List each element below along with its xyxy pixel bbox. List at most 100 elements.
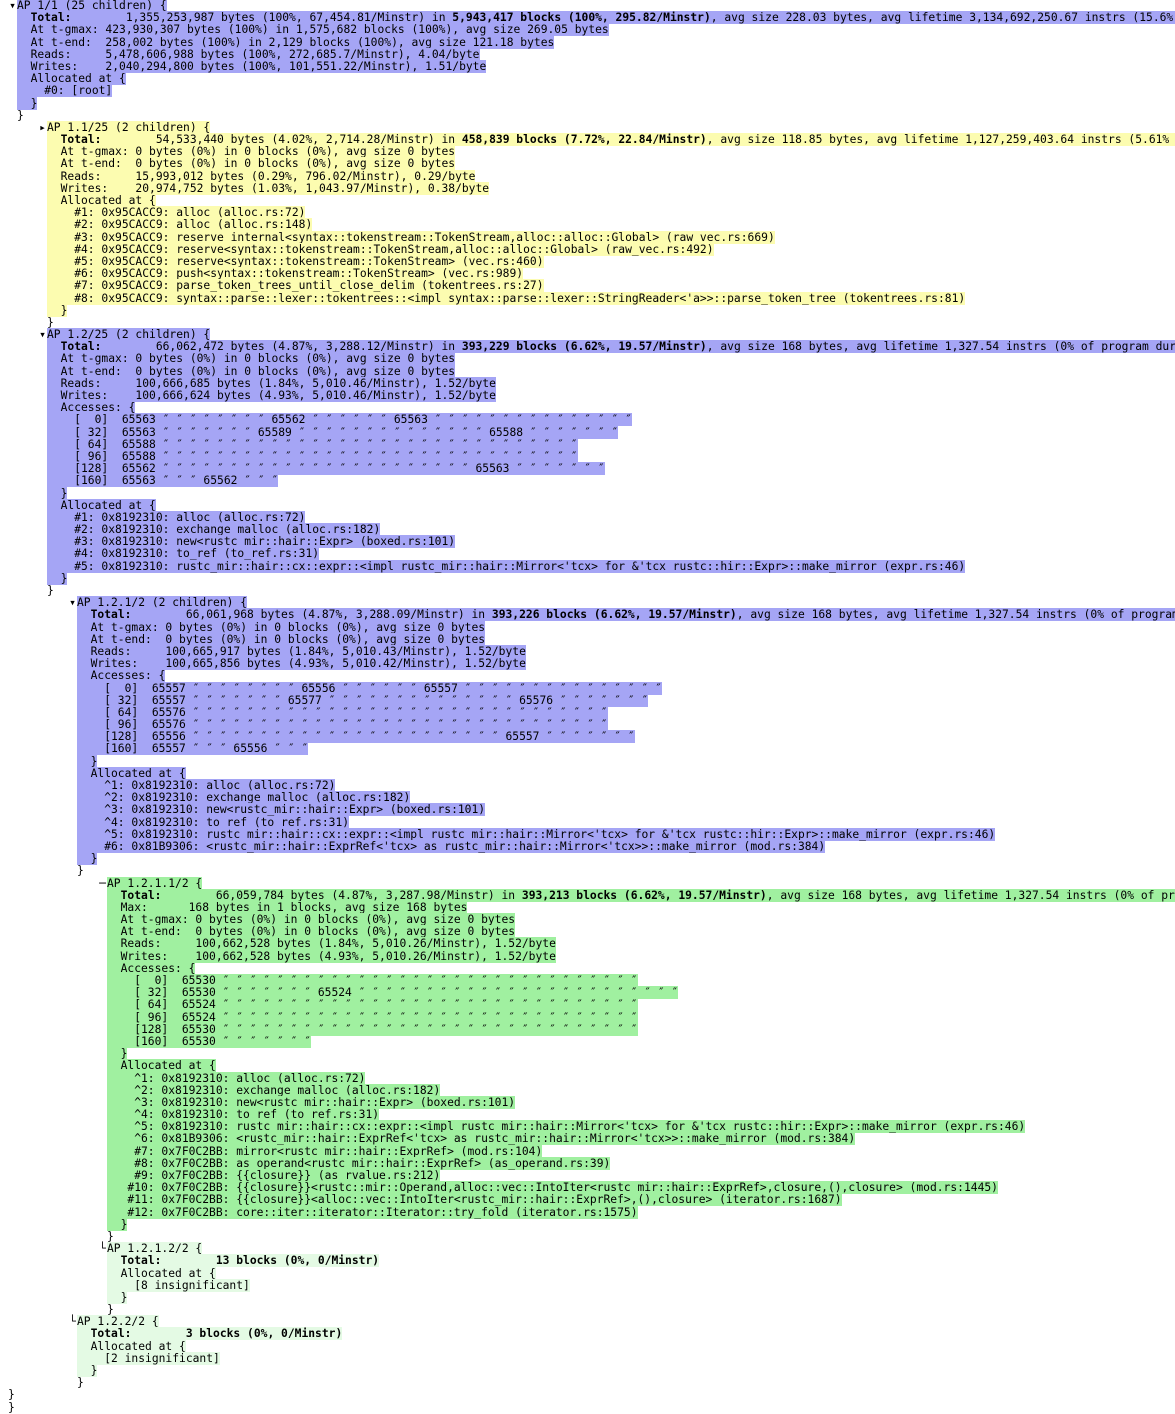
node-detail-text: #2: 0x8192310: exchange_malloc (alloc.rs… [47,523,381,537]
node-closer-row: } [0,109,1175,122]
node-detail-text: [160] 65530 ″ ″ ″ ″ ″ ″ ″ [107,1034,312,1048]
node-header-row[interactable]: ▸AP 1.1/25 (2 children) { [0,120,1175,134]
node-detail-row: Writes: 20,974,752 bytes (1.03%, 1,043.9… [0,181,1175,195]
node-detail-row: At t-gmax: 423,930,307 bytes (100%) in 1… [0,23,1175,37]
node-detail-text: ^2: 0x8192310: exchange_malloc (alloc.rs… [77,791,411,805]
node-detail-row: ^5: 0x8192310: rustc_mir::hair::cx::expr… [0,1120,1175,1134]
node-detail-row: #12: 0x7F0C2BB: core::iter::iterator::It… [0,1205,1175,1219]
tree-twisty-icon[interactable]: ▾ [39,328,46,342]
node-detail-row: Reads: 5,478,606,988 bytes (100%, 272,68… [0,47,1175,61]
node-detail-text: #6: 0x81B9306: <rustc_mir::hair::ExprRef… [77,839,826,853]
node-detail-text: } [47,486,68,500]
node-detail-text: #8: 0x7F0C2BB: as_operand<rustc_mir::hai… [107,1156,611,1170]
node-detail-text: } [77,754,98,768]
node-detail-text: At t-gmax: 0 bytes (0%) in 0 blocks (0%)… [77,620,486,634]
node-detail-row: At t-gmax: 0 bytes (0%) in 0 blocks (0%)… [0,620,1175,634]
node-detail-text: At t-end: 258,002 bytes (100%) in 2,129 … [17,35,555,49]
tree-final-closer: } [0,1401,1175,1414]
node-detail-row: [8 insignificant] [0,1278,1175,1292]
node-detail-text: ^6: 0x81B9306: <rustc_mir::hair::ExprRef… [107,1132,856,1146]
node-detail-text: ^3: 0x8192310: new<rustc_mir::hair::Expr… [107,1095,516,1109]
node-detail-text: #7: 0x95CACC9: parse_token_trees_until_c… [47,279,544,293]
node-closer-brace: } [47,584,54,597]
node-detail-text: ^4: 0x8192310: to_ref (to_ref.rs:31) [107,1108,380,1122]
node-detail-text: #5: 0x8192310: rustc_mir::hair::cx::expr… [47,559,966,573]
node-detail-row: #2: 0x95CACC9: alloc (alloc.rs:148) [0,218,1175,232]
tree-twisty-icon[interactable]: ─ [99,876,106,890]
node-detail-row: } [0,852,1175,866]
tree-twisty-icon[interactable]: ▸ [39,120,46,134]
node-header-row[interactable]: ▾AP 1.2/25 (2 children) { [0,328,1175,342]
node-detail-text: Total: 1,355,253,987 bytes (100%, 67,454… [17,11,1175,25]
node-detail-row: Allocated at { [0,1339,1175,1353]
node-detail-row: ^3: 0x8192310: new<rustc_mir::hair::Expr… [0,803,1175,817]
node-detail-text: [128] 65530 ″ ″ ″ ″ ″ ″ ″ ″ ″ ″ ″ ″ ″ ″ … [107,1022,638,1036]
node-header-row[interactable]: └AP 1.2.1.2/2 { [0,1242,1175,1256]
tree-twisty-icon[interactable]: └ [69,1315,76,1329]
node-detail-text: Allocated at { [47,498,156,512]
node-closer-brace: } [107,1229,114,1243]
node-header-row[interactable]: └AP 1.2.2/2 { [0,1315,1175,1329]
node-detail-row: ^2: 0x8192310: exchange_malloc (alloc.rs… [0,1083,1175,1097]
node-detail-text: #1: 0x95CACC9: alloc (alloc.rs:72) [47,206,306,220]
node-detail-text: [ 32] 65557 ″ ″ ″ ″ ″ ″ ″ 65577 ″ ″ ″ ″ … [77,693,649,707]
node-detail-row: } [0,1217,1175,1231]
node-detail-text: [ 64] 65588 ″ ″ ″ ″ ″ ″ ″ ″ ″ ″ ″ ″ ″ ″ … [47,437,578,451]
node-detail-row: Reads: 15,993,012 bytes (0.29%, 796.02/M… [0,169,1175,183]
node-detail-row: #1: 0x95CACC9: alloc (alloc.rs:72) [0,206,1175,220]
node-detail-text: Accesses: { [107,961,196,975]
node-detail-row: [ 96] 65576 ″ ″ ″ ″ ″ ″ ″ ″ ″ ″ ″ ″ ″ ″ … [0,718,1175,732]
node-detail-row: At t-end: 0 bytes (0%) in 0 blocks (0%),… [0,364,1175,378]
tree-twisty-icon[interactable]: ▾ [69,596,76,610]
node-detail-row: Writes: 100,662,528 bytes (4.93%, 5,010.… [0,949,1175,963]
node-detail-text: Total: 66,061,968 bytes (4.87%, 3,288.09… [77,608,1175,622]
node-detail-row: Accesses: { [0,401,1175,415]
node-closer-brace: } [107,1303,114,1317]
node-detail-row: Reads: 100,665,917 bytes (1.84%, 5,010.4… [0,644,1175,658]
node-detail-text: At t-gmax: 0 bytes (0%) in 0 blocks (0%)… [107,913,516,927]
node-detail-row: #7: 0x95CACC9: parse_token_trees_until_c… [0,279,1175,293]
node-detail-text: #3: 0x8192310: new<rustc_mir::hair::Expr… [47,535,456,549]
node-detail-row: At t-gmax: 0 bytes (0%) in 0 blocks (0%)… [0,145,1175,159]
node-detail-row: Accesses: { [0,669,1175,683]
node-header-row[interactable]: ─AP 1.2.1.1/2 { [0,876,1175,890]
node-header-row[interactable]: ▾AP 1/1 (25 children) { [0,0,1175,12]
node-closer-brace: } [77,1376,84,1390]
node-detail-text: [ 0] 65557 ″ ″ ″ ″ ″ ″ ″ ″ 65556 ″ ″ ″ ″… [77,681,662,695]
node-detail-row: ^6: 0x81B9306: <rustc_mir::hair::ExprRef… [0,1132,1175,1146]
node-detail-text: Total: 54,533,440 bytes (4.02%, 2,714.28… [47,133,1175,147]
node-detail-row: } [0,754,1175,768]
node-closer-row: } [0,1377,1175,1389]
node-detail-text: Writes: 100,666,624 bytes (4.93%, 5,010.… [47,389,496,402]
tree-twisty-icon[interactable]: ▾ [9,0,16,12]
node-detail-row: #5: 0x8192310: rustc_mir::hair::cx::expr… [0,559,1175,573]
node-detail-row: #8: 0x7F0C2BB: as_operand<rustc_mir::hai… [0,1156,1175,1170]
node-title: AP 1.2.2/2 { [77,1315,159,1329]
node-closer-row: } [0,1229,1175,1243]
node-detail-row: } [0,1364,1175,1377]
node-detail-row: ^1: 0x8192310: alloc (alloc.rs:72) [0,779,1175,792]
node-detail-text: [ 96] 65524 ″ ″ ″ ″ ″ ″ ″ ″ ″ ″ ″ ″ ″ ″ … [107,1010,638,1024]
node-detail-row: } [0,571,1175,585]
node-detail-text: At t-gmax: 423,930,307 bytes (100%) in 1… [17,23,609,37]
node-detail-row: Reads: 100,662,528 bytes (1.84%, 5,010.2… [0,937,1175,951]
node-detail-row: #2: 0x8192310: exchange_malloc (alloc.rs… [0,523,1175,537]
node-detail-text: Writes: 100,665,856 bytes (4.93%, 5,010.… [77,657,526,671]
tree-twisty-icon[interactable]: └ [99,1242,106,1256]
node-detail-text: [ 0] 65563 ″ ″ ″ ″ ″ ″ ″ ″ 65562 ″ ″ ″ ″… [47,413,632,427]
node-detail-text: } [17,96,38,110]
node-header-row[interactable]: ▾AP 1.2.1/2 (2 children) { [0,596,1175,610]
node-detail-text: Total: 66,059,784 bytes (4.87%, 3,287.98… [107,888,1175,902]
node-detail-text: At t-gmax: 0 bytes (0%) in 0 blocks (0%)… [47,352,456,366]
node-closer-brace: } [77,864,84,878]
node-detail-row: At t-gmax: 0 bytes (0%) in 0 blocks (0%)… [0,352,1175,366]
node-detail-text: #5: 0x95CACC9: reserve<syntax::tokenstre… [47,254,544,268]
node-detail-text: [ 32] 65563 ″ ″ ″ ″ ″ ″ ″ 65589 ″ ″ ″ ″ … [47,425,619,439]
node-detail-text: #7: 0x7F0C2BB: mirror<rustc_mir::hair::E… [107,1144,543,1158]
node-detail-text: #3: 0x95CACC9: reserve_internal<syntax::… [47,230,775,244]
node-detail-row: [ 96] 65524 ″ ″ ″ ″ ″ ″ ″ ″ ″ ″ ″ ″ ″ ″ … [0,1010,1175,1024]
node-detail-row: Accesses: { [0,961,1175,975]
node-detail-row: [160] 65563 ″ ″ ″ 65562 ″ ″ ″ [0,474,1175,488]
node-detail-text: #6: 0x95CACC9: push<syntax::tokenstream:… [47,267,524,281]
